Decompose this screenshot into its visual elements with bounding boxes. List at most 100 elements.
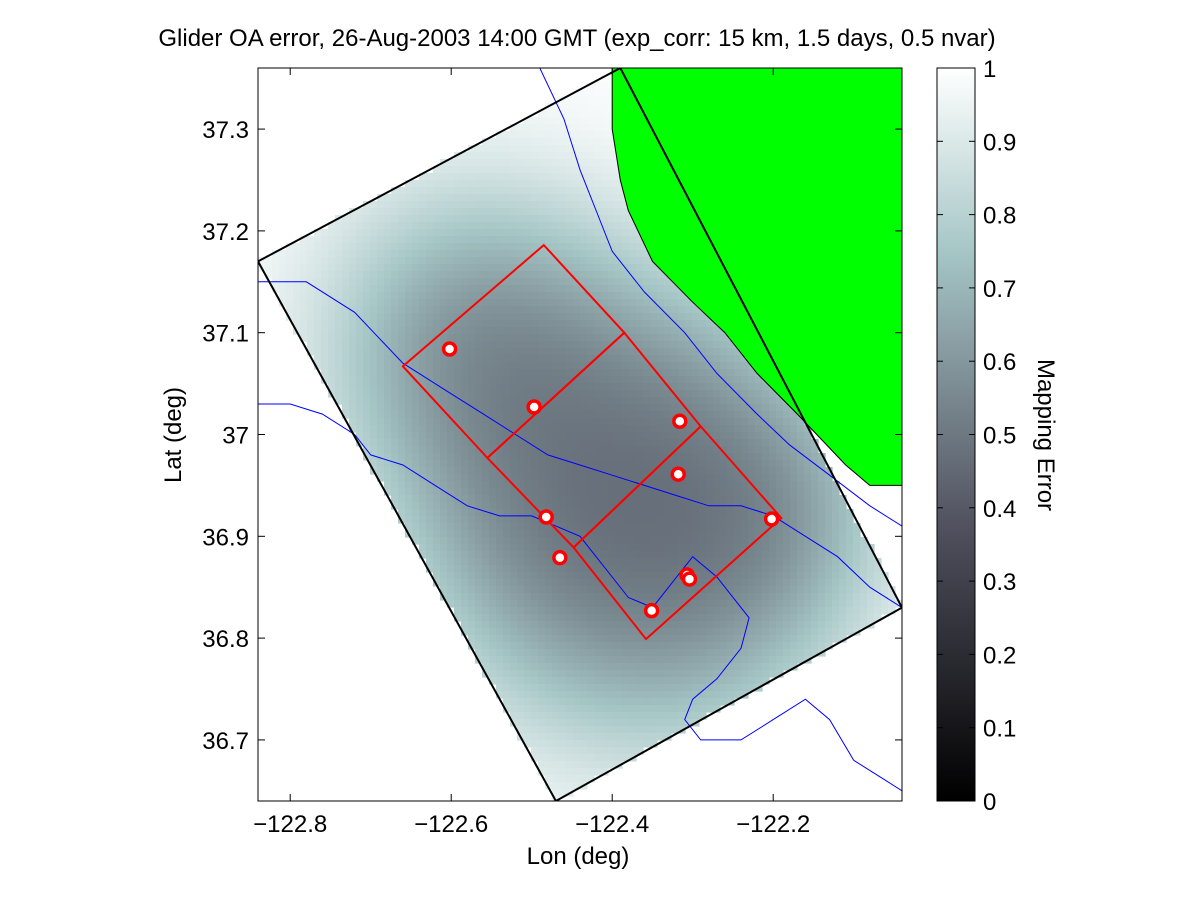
heatmap-cell bbox=[713, 474, 721, 482]
heatmap-cell bbox=[356, 334, 364, 342]
heatmap-cell bbox=[629, 740, 637, 748]
heatmap-cell bbox=[867, 607, 875, 615]
heatmap-cell bbox=[692, 523, 700, 531]
heatmap-cell bbox=[748, 509, 756, 517]
heatmap-cell bbox=[706, 411, 714, 419]
heatmap-cell bbox=[685, 691, 693, 699]
heatmap-cell bbox=[517, 670, 525, 678]
heatmap-cell bbox=[657, 726, 665, 734]
heatmap-cell bbox=[496, 390, 504, 398]
heatmap-cell bbox=[440, 173, 448, 181]
heatmap-cell bbox=[335, 383, 343, 391]
heatmap-cell bbox=[503, 460, 511, 468]
heatmap-cell bbox=[384, 208, 392, 216]
heatmap-cell bbox=[629, 537, 637, 545]
heatmap-cell bbox=[377, 348, 385, 356]
heatmap-cell bbox=[594, 376, 602, 384]
heatmap-cell bbox=[790, 481, 798, 489]
heatmap-cell bbox=[825, 635, 833, 643]
heatmap-cell bbox=[559, 264, 567, 272]
heatmap-cell bbox=[377, 285, 385, 293]
heatmap-cell bbox=[538, 530, 546, 538]
heatmap-cell bbox=[503, 208, 511, 216]
heatmap-cell bbox=[748, 586, 756, 594]
heatmap-cell bbox=[412, 474, 420, 482]
heatmap-cell bbox=[776, 663, 784, 671]
heatmap-cell bbox=[636, 572, 644, 580]
heatmap-cell bbox=[608, 495, 616, 503]
heatmap-cell bbox=[517, 474, 525, 482]
heatmap-cell bbox=[587, 425, 595, 433]
heatmap-cell bbox=[741, 663, 749, 671]
heatmap-cell bbox=[629, 523, 637, 531]
heatmap-cell bbox=[720, 453, 728, 461]
heatmap-cell bbox=[853, 565, 861, 573]
heatmap-cell bbox=[727, 607, 735, 615]
heatmap-cell bbox=[657, 271, 665, 279]
heatmap-cell bbox=[552, 418, 560, 426]
heatmap-cell bbox=[741, 544, 749, 552]
heatmap-cell bbox=[468, 502, 476, 510]
heatmap-cell bbox=[328, 278, 336, 286]
heatmap-cell bbox=[426, 439, 434, 447]
heatmap-cell bbox=[839, 502, 847, 510]
heatmap-cell bbox=[692, 404, 700, 412]
heatmap-cell bbox=[517, 642, 525, 650]
heatmap-cell bbox=[433, 236, 441, 244]
heatmap-cell bbox=[699, 495, 707, 503]
heatmap-cell bbox=[538, 754, 546, 762]
heatmap-cell bbox=[510, 635, 518, 643]
heatmap-cell bbox=[468, 565, 476, 573]
heatmap-cell bbox=[734, 453, 742, 461]
heatmap-cell bbox=[531, 453, 539, 461]
heatmap-cell bbox=[559, 215, 567, 223]
heatmap-cell bbox=[426, 460, 434, 468]
heatmap-cell bbox=[580, 117, 588, 125]
heatmap-cell bbox=[664, 614, 672, 622]
heatmap-cell bbox=[587, 579, 595, 587]
heatmap-cell bbox=[461, 593, 469, 601]
heatmap-cell bbox=[559, 537, 567, 545]
heatmap-cell bbox=[573, 355, 581, 363]
heatmap-cell bbox=[699, 607, 707, 615]
heatmap-cell bbox=[615, 719, 623, 727]
heatmap-cell bbox=[741, 509, 749, 517]
heatmap-cell bbox=[860, 600, 868, 608]
heatmap-cell bbox=[713, 397, 721, 405]
heatmap-cell bbox=[755, 600, 763, 608]
heatmap-cell bbox=[524, 467, 532, 475]
heatmap-cell bbox=[349, 292, 357, 300]
heatmap-cell bbox=[594, 432, 602, 440]
heatmap-cell bbox=[342, 229, 350, 237]
heatmap-cell bbox=[755, 593, 763, 601]
heatmap-cell bbox=[517, 348, 525, 356]
heatmap-cell bbox=[811, 453, 819, 461]
heatmap-cell bbox=[524, 614, 532, 622]
heatmap-cell bbox=[482, 544, 490, 552]
heatmap-cell bbox=[650, 327, 658, 335]
heatmap-cell bbox=[300, 299, 308, 307]
heatmap-cell bbox=[440, 432, 448, 440]
heatmap-cell bbox=[538, 208, 546, 216]
heatmap-cell bbox=[503, 446, 511, 454]
heatmap-cell bbox=[622, 635, 630, 643]
heatmap-cell bbox=[594, 453, 602, 461]
heatmap-cell bbox=[636, 264, 644, 272]
heatmap-cell bbox=[440, 474, 448, 482]
heatmap-cell bbox=[608, 740, 616, 748]
heatmap-cell bbox=[713, 614, 721, 622]
heatmap-cell bbox=[650, 705, 658, 713]
heatmap-cell bbox=[734, 348, 742, 356]
heatmap-cell bbox=[510, 271, 518, 279]
heatmap-cell bbox=[622, 453, 630, 461]
heatmap-cell bbox=[804, 572, 812, 580]
heatmap-cell bbox=[636, 642, 644, 650]
heatmap-cell bbox=[412, 397, 420, 405]
heatmap-cell bbox=[629, 460, 637, 468]
heatmap-cell bbox=[356, 278, 364, 286]
heatmap-cell bbox=[377, 362, 385, 370]
heatmap-cell bbox=[615, 558, 623, 566]
heatmap-cell bbox=[685, 670, 693, 678]
heatmap-cell bbox=[685, 649, 693, 657]
heatmap-cell bbox=[447, 600, 455, 608]
